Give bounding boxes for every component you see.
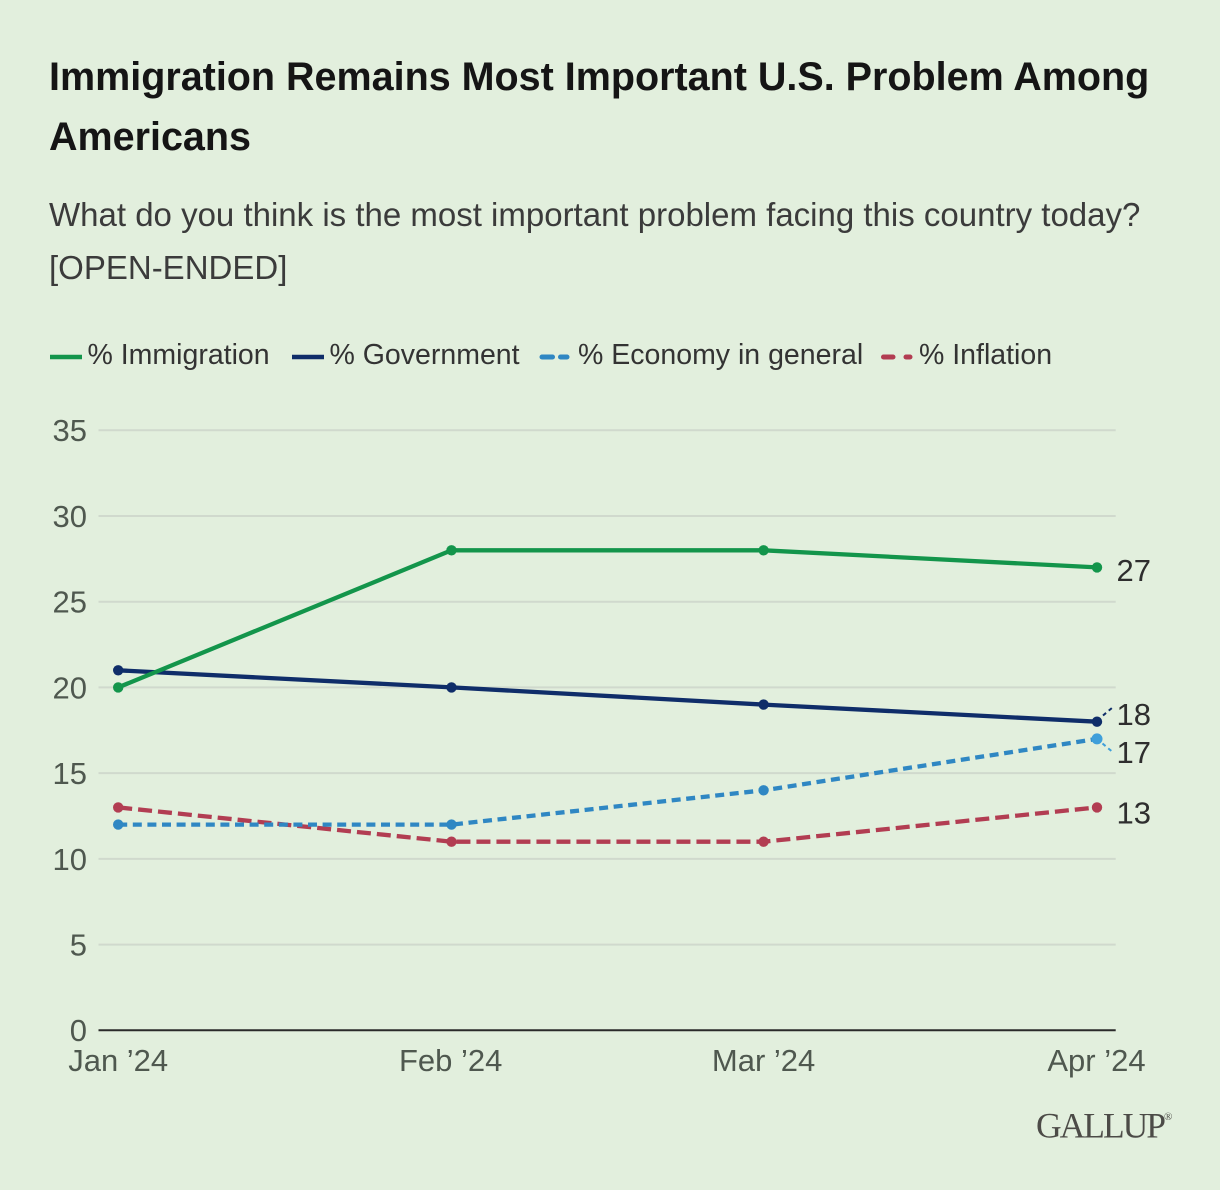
svg-text:13: 13 (1117, 796, 1151, 831)
svg-text:Feb ’24: Feb ’24 (399, 1043, 502, 1078)
svg-text:27: 27 (1117, 553, 1151, 588)
svg-text:25: 25 (53, 585, 87, 620)
svg-text:0: 0 (70, 1013, 87, 1048)
svg-text:5: 5 (70, 928, 87, 963)
svg-text:Jan ’24: Jan ’24 (68, 1043, 168, 1078)
svg-text:30: 30 (53, 499, 87, 534)
svg-text:15: 15 (53, 756, 87, 791)
svg-text:17: 17 (1117, 735, 1151, 770)
svg-text:Apr ’24: Apr ’24 (1047, 1043, 1145, 1078)
svg-text:10: 10 (53, 842, 87, 877)
svg-text:% Inflation: % Inflation (919, 339, 1052, 371)
svg-text:Mar ’24: Mar ’24 (712, 1043, 815, 1078)
svg-text:% Economy in general: % Economy in general (578, 339, 863, 371)
svg-text:GALLUP: GALLUP (1036, 1106, 1165, 1146)
svg-text:18: 18 (1117, 697, 1151, 732)
svg-text:35: 35 (53, 413, 87, 448)
svg-text:20: 20 (53, 670, 87, 705)
svg-text:% Immigration: % Immigration (88, 339, 270, 371)
svg-text:®: ® (1164, 1111, 1172, 1123)
svg-text:% Government: % Government (330, 339, 520, 371)
